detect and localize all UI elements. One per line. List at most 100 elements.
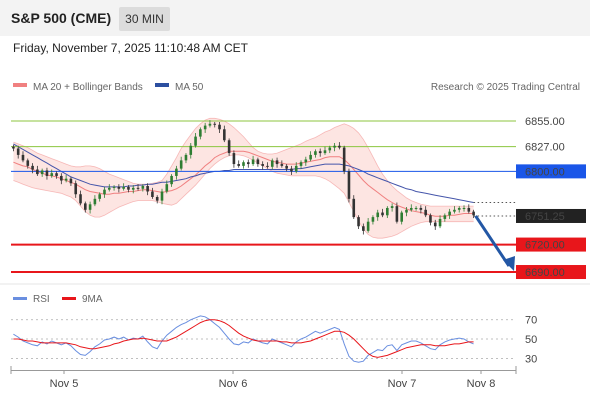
candle-body: [314, 151, 317, 155]
candle-body: [390, 206, 394, 208]
legend-swatch-bollinger: [13, 83, 27, 87]
rsi-tick-70: 70: [525, 315, 537, 327]
candle-body: [40, 170, 44, 175]
candle-body: [55, 173, 58, 176]
level-label-6855.00: 6855.00: [525, 116, 565, 128]
x-tick-label-nov-7: Nov 7: [388, 378, 417, 390]
candle-body: [218, 124, 221, 130]
candle-body: [424, 209, 427, 216]
level-label-6720.00: 6720.00: [525, 240, 565, 252]
credit-text: Research © 2025 Trading Central: [431, 82, 580, 93]
candle-body: [256, 159, 260, 165]
candle-body: [60, 175, 63, 181]
bollinger-band-fill: [13, 118, 474, 239]
candle-body: [414, 207, 418, 209]
legend-swatch-9ma: [62, 297, 76, 300]
candle-body: [371, 217, 375, 222]
candle-body: [453, 209, 456, 212]
legend-swatch-ma50: [155, 83, 169, 87]
legend-label-ma50: MA 50: [175, 82, 204, 93]
candle-body: [26, 160, 30, 166]
candle-body: [280, 164, 284, 166]
level-box-6827.00: [516, 139, 586, 154]
timestamp: Friday, November 7, 2025 11:10:48 AM CET: [13, 41, 249, 55]
candle-body: [131, 187, 135, 190]
candle-body: [98, 194, 101, 199]
candle-body: [88, 204, 92, 210]
forecast-arrow-shaft: [474, 215, 511, 267]
candle-body: [357, 217, 360, 227]
rsi-tick-30: 30: [525, 353, 537, 365]
candle-body: [160, 191, 164, 201]
candle-body: [69, 178, 73, 184]
candle-body: [246, 162, 250, 165]
candle-body: [112, 186, 116, 188]
candle-body: [251, 159, 255, 165]
level-label-6690.00: 6690.00: [525, 267, 565, 279]
candle-body: [338, 145, 341, 148]
candle-body: [194, 136, 197, 146]
candle-body: [155, 196, 159, 201]
candle-body: [45, 170, 49, 176]
candle-body: [64, 178, 68, 181]
legend-label-rsi: RSI: [33, 294, 50, 305]
candle-body: [362, 226, 365, 231]
forecast-arrow-head: [503, 256, 515, 272]
candle-body: [146, 186, 149, 192]
candle-body: [165, 184, 169, 192]
legend-label-bollinger: MA 20 + Bollinger Bands: [33, 82, 143, 93]
candle-body: [395, 206, 399, 222]
candle-body: [275, 160, 279, 165]
legend-label-9ma: 9MA: [82, 294, 103, 305]
x-tick-label-nov-6: Nov 6: [219, 378, 248, 390]
candle-body: [438, 218, 442, 227]
rsi-line: [13, 315, 474, 363]
candle-body: [16, 148, 20, 155]
candle-body: [223, 129, 226, 141]
candle-body: [405, 209, 408, 213]
candle-body: [333, 145, 336, 148]
candle-body: [175, 168, 178, 176]
candle-body: [457, 207, 461, 210]
candle-body: [189, 145, 193, 155]
rsi-tick-50: 50: [525, 334, 537, 346]
candle-body: [381, 212, 384, 216]
current-price-box: [516, 208, 586, 223]
candle-body: [285, 165, 288, 169]
level-label-6800.00: 6800.00: [525, 166, 565, 178]
level-box-6800.00: [516, 164, 586, 179]
candle-body: [467, 207, 471, 212]
candle-body: [433, 222, 437, 227]
candle-body: [472, 211, 475, 216]
candle-body: [309, 154, 312, 160]
x-tick-label-nov-8: Nov 8: [467, 378, 496, 390]
header-bar: S&P 500 (CME) 30 MIN: [0, 0, 590, 36]
candle-body: [141, 186, 145, 189]
candle-body: [199, 129, 202, 137]
candle-body: [376, 212, 380, 218]
candle-body: [12, 146, 15, 149]
candle-body: [31, 165, 34, 170]
timeframe-button[interactable]: 30 MIN: [119, 7, 170, 31]
candle-body: [409, 207, 413, 210]
candle-body: [179, 160, 183, 169]
candle-body: [261, 164, 264, 166]
candle-body: [237, 164, 241, 166]
candle-body: [429, 215, 432, 223]
candle-body: [304, 159, 308, 163]
candle-body: [318, 151, 322, 154]
x-tick-label-nov-5: Nov 5: [50, 378, 79, 390]
legend-swatch-rsi: [13, 297, 27, 300]
x-axis-line: [11, 370, 516, 371]
candle-body: [122, 186, 125, 189]
candle-body: [103, 189, 106, 195]
candle-body: [352, 198, 356, 218]
candle-body: [107, 187, 111, 190]
candle-body: [117, 186, 121, 189]
candle-body: [290, 168, 293, 172]
candle-body: [299, 162, 303, 166]
level-box-6720.00: [516, 237, 586, 252]
bollinger-upper-line: [13, 117, 474, 207]
candle-body: [266, 165, 269, 167]
